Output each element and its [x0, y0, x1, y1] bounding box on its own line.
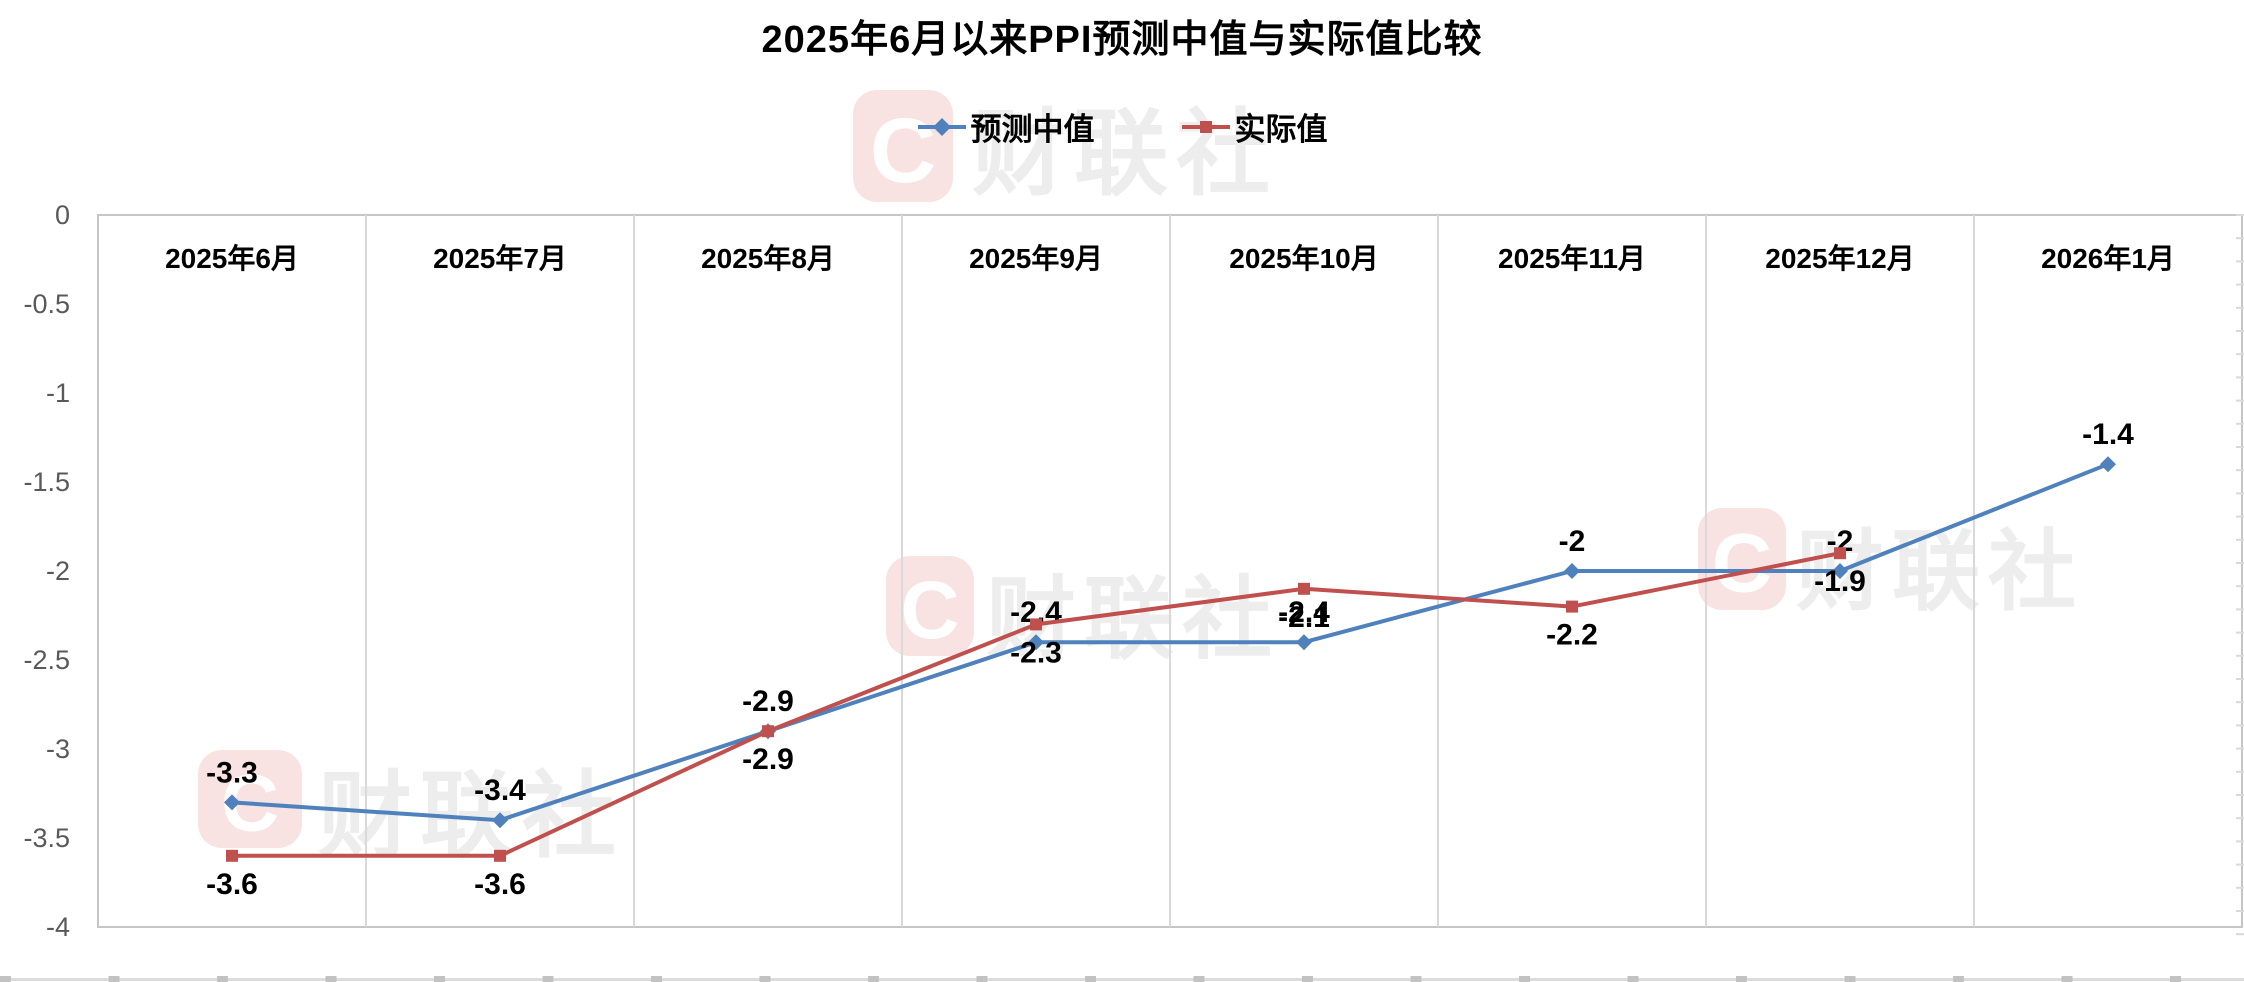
bottom-grid-tick: [2061, 976, 2073, 982]
watermark-logo: [886, 556, 974, 656]
bottom-grid-tick: [759, 976, 771, 982]
bottom-grid-tick: [1193, 976, 1205, 982]
legend-item-forecast: 预测中值: [917, 104, 1095, 149]
watermark-logo-letter: C: [870, 100, 936, 202]
x-axis-category-label: 2025年10月: [1229, 242, 1378, 274]
data-point-marker: [762, 725, 774, 738]
legend-item-actual: 实际值: [1181, 104, 1328, 149]
x-axis-category-label: 2025年12月: [1765, 242, 1914, 274]
y-axis-tick-label: -4: [46, 912, 70, 942]
bottom-grid-tick: [651, 976, 662, 982]
data-label: -1.9: [1814, 565, 1866, 598]
data-label: -3.6: [206, 868, 258, 901]
data-label: -3.6: [474, 868, 526, 901]
bottom-grid-tick: [1519, 976, 1530, 982]
bottom-grid-tick: [108, 976, 120, 982]
data-label: -2.4: [1278, 596, 1330, 629]
bottom-grid-tick: [976, 976, 988, 982]
watermark-logo: [853, 90, 953, 202]
series-line-forecast: [231, 462, 2109, 823]
x-axis-category-label: 2025年8月: [701, 242, 835, 274]
data-label: -3.4: [474, 774, 526, 807]
x-axis-category-label: 2025年6月: [165, 242, 299, 274]
y-axis-tick-label: -2: [46, 556, 70, 586]
bottom-grid-tick: [1844, 976, 1856, 982]
watermark-logo-letter: C: [900, 565, 959, 656]
bottom-grid-tick: [217, 976, 228, 982]
bottom-grid-tick: [434, 976, 445, 982]
data-label: -2.9: [742, 685, 794, 718]
data-point-marker: [226, 849, 238, 862]
y-axis-tick-label: -1: [46, 378, 70, 408]
bottom-grid-tick: [1085, 976, 1096, 982]
data-point-marker: [1566, 600, 1578, 613]
data-point-marker: [1296, 634, 1312, 651]
data-label: -3.3: [206, 756, 258, 789]
data-point-marker: [1834, 547, 1846, 560]
data-label: -2.9: [742, 743, 794, 776]
actual-line-marker-icon: [1181, 120, 1230, 133]
chart-title: 2025年6月以来PPI预测中值与实际值比较: [761, 19, 1483, 61]
legend-label-forecast: 预测中值: [970, 112, 1095, 147]
y-axis-tick-label: -0.5: [23, 289, 70, 319]
x-axis-category-label: 2025年9月: [969, 242, 1103, 274]
legend-label-actual: 实际值: [1234, 112, 1328, 147]
data-label: -2.1: [1278, 601, 1330, 634]
data-point-marker: [1564, 563, 1580, 579]
bottom-grid-tick: [1302, 976, 1313, 982]
data-label: -2.3: [1010, 636, 1062, 669]
bottom-grid-tick: [0, 976, 11, 982]
bottom-grid-tick: [542, 976, 554, 982]
data-point-marker: [2100, 456, 2116, 473]
y-axis-tick-label: 0: [55, 200, 70, 230]
bottom-grid-tick: [1627, 976, 1639, 982]
data-point-marker: [1028, 634, 1044, 651]
watermark-logo: [198, 750, 302, 848]
bottom-grid-tick: [1953, 976, 1964, 982]
data-label: -2.2: [1546, 619, 1598, 652]
legend: 预测中值 实际值: [0, 104, 2244, 149]
watermark-logo-letter: C: [1712, 516, 1772, 610]
data-point-marker: [492, 812, 508, 829]
data-point-marker: [1030, 618, 1042, 631]
x-axis-category-label: 2025年11月: [1498, 242, 1646, 274]
x-axis-category-label: 2025年7月: [433, 242, 567, 274]
data-label: -1.4: [2082, 418, 2134, 451]
data-point-marker: [224, 794, 240, 811]
bottom-grid-tick: [868, 976, 879, 982]
x-axis-category-label: 2026年1月: [2041, 242, 2175, 274]
y-axis-tick-label: -3.5: [23, 823, 70, 853]
y-axis-tick-label: -3: [46, 734, 70, 764]
bottom-grid-tick: [2170, 976, 2181, 982]
bottom-grid-strip: [0, 978, 2244, 981]
bottom-grid-tick: [325, 976, 337, 982]
watermark-logo: [1698, 508, 1786, 610]
watermark-text: 财联社: [318, 763, 624, 868]
data-point-marker: [1298, 582, 1310, 595]
y-axis-tick-label: -1.5: [23, 467, 70, 497]
data-point-marker: [1832, 563, 1848, 579]
forecast-line-marker-icon: [917, 117, 966, 136]
data-label: -2: [1559, 525, 1586, 558]
y-axis-tick-label: -2.5: [23, 645, 70, 675]
bottom-grid-tick: [1410, 976, 1422, 982]
data-point-marker: [494, 849, 506, 862]
watermark-text: 财联社: [972, 101, 1278, 206]
bottom-grid-tick: [1736, 976, 1747, 982]
